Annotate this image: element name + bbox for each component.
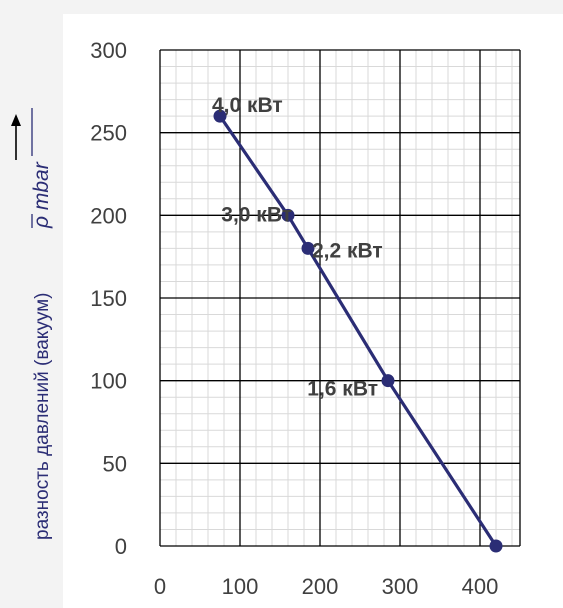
y-axis-unit-symbol: ρ mbar: [30, 161, 53, 229]
data-labels: 4,0 кВт 3,0 кВт 2,2 кВт 1,6 кВт: [212, 94, 383, 401]
y-tick-label: 150: [90, 286, 127, 311]
x-tick-label: 0: [154, 574, 166, 599]
y-tick-label: 300: [90, 38, 127, 63]
y-tick-labels: 0 50 100 150 200 250 300: [90, 38, 127, 559]
y-axis-title: разность давлений (вакуум): [32, 292, 53, 540]
y-tick-label: 50: [103, 451, 127, 476]
data-label: 3,0 кВт: [221, 203, 292, 226]
major-grid: [159, 49, 521, 547]
data-point: [301, 241, 315, 255]
y-tick-label: 200: [90, 203, 127, 228]
x-tick-label: 200: [302, 574, 339, 599]
y-axis-arrow: [11, 114, 21, 160]
x-tick-labels: 0 100 200 300 400: [154, 574, 498, 599]
data-point: [213, 109, 227, 123]
series-layer: [213, 109, 503, 553]
x-tick-label: 300: [382, 574, 419, 599]
data-point: [281, 208, 295, 222]
x-tick-label: 400: [462, 574, 499, 599]
y-tick-label: 250: [90, 121, 127, 146]
data-point: [381, 374, 395, 388]
data-label: 2,2 кВт: [312, 239, 383, 262]
data-point: [489, 539, 503, 553]
x-tick-label: 100: [222, 574, 259, 599]
y-tick-label: 0: [115, 534, 127, 559]
data-label: 1,6 кВт: [307, 378, 378, 401]
y-tick-label: 100: [90, 369, 127, 394]
data-label: 4,0 кВт: [212, 94, 283, 117]
